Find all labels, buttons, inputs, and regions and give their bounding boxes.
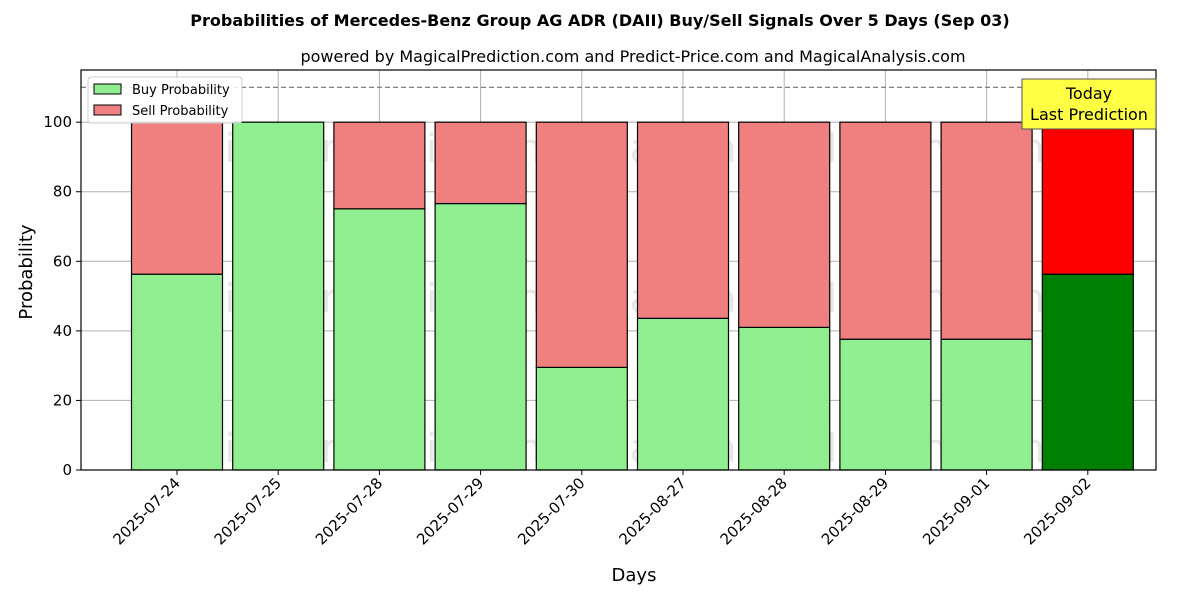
x-tick-label: 2025-07-30 — [514, 474, 588, 548]
bar-buy-probability — [839, 338, 932, 471]
x-tick-label: 2025-09-02 — [1020, 474, 1094, 548]
bar-buy-probability — [333, 208, 426, 471]
y-axis-label: Probability — [16, 224, 37, 319]
x-tick-label: 2025-09-01 — [919, 474, 993, 548]
legend-box — [87, 76, 243, 124]
x-tick-label: 2025-08-28 — [717, 474, 791, 548]
bar-buy-probability — [940, 338, 1033, 471]
y-tick-label: 20 — [53, 391, 72, 409]
x-tick-label: 2025-08-27 — [615, 474, 689, 548]
bar-sell-probability — [636, 121, 730, 319]
x-tick-label: 2025-08-29 — [818, 474, 892, 548]
x-axis-label: Days — [612, 565, 657, 586]
bar-buy-probability — [535, 366, 628, 471]
y-tick-label: 80 — [53, 183, 72, 201]
chart-title: Probabilities of Mercedes-Benz Group AG … — [190, 11, 1009, 30]
chart-subtitle: powered by MagicalPrediction.com and Pre… — [300, 47, 965, 66]
plot-frame — [80, 69, 1157, 471]
bar-buy-probability — [738, 326, 831, 471]
legend-swatch — [93, 83, 122, 95]
bar-sell-probability — [839, 121, 932, 340]
y-tick-label: 100 — [43, 113, 72, 131]
bar-sell-probability — [940, 121, 1033, 340]
annotation-line-2: Last Prediction — [1030, 105, 1148, 124]
y-tick-label: 0 — [62, 461, 72, 479]
bar-sell-probability — [333, 121, 426, 210]
x-tick-label: 2025-07-24 — [109, 474, 183, 548]
bar-sell-probability — [1041, 121, 1134, 275]
legend-label: Buy Probability — [132, 83, 230, 98]
legend: Buy Probability Sell Probability — [87, 76, 243, 124]
annotation-layer: Today Last Prediction — [1021, 78, 1157, 130]
legend-swatch — [93, 104, 122, 116]
bar-sell-probability — [434, 121, 527, 205]
bar-buy-probability — [130, 273, 224, 471]
x-tick-label: 2025-07-25 — [211, 474, 285, 548]
x-tick-label: 2025-07-28 — [312, 474, 386, 548]
bar-buy-probability — [232, 121, 325, 471]
bar-buy-probability — [1041, 273, 1134, 471]
annotation-line-1: Today — [1065, 84, 1112, 103]
x-tick-label: 2025-07-29 — [413, 474, 487, 548]
y-tick-label: 60 — [53, 252, 72, 270]
bar-sell-probability — [130, 121, 224, 275]
bar-sell-probability — [535, 121, 628, 368]
bar-buy-probability — [434, 202, 527, 471]
bar-layer — [130, 121, 1134, 471]
bar-buy-probability — [636, 317, 730, 471]
bar-sell-probability — [738, 121, 831, 328]
annotation-box — [1021, 78, 1157, 130]
y-tick-label: 40 — [53, 322, 72, 340]
legend-label: Sell Probability — [132, 104, 229, 119]
